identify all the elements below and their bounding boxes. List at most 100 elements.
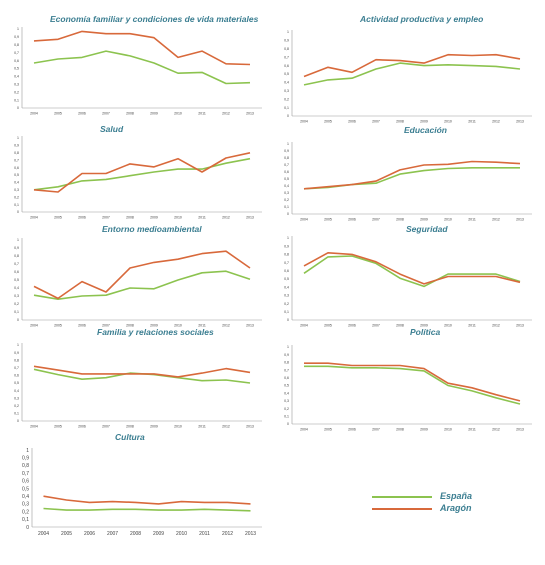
y-tick-label: 0,6 — [284, 269, 289, 273]
y-tick-label: 0,8 — [14, 43, 19, 47]
y-tick-label: 0,5 — [284, 177, 289, 181]
x-tick-label: 2012 — [222, 112, 230, 116]
y-tick-label: 0,4 — [284, 285, 289, 289]
x-tick-label: 2008 — [126, 425, 134, 429]
x-tick-label: 2010 — [174, 216, 182, 220]
y-tick-label: 0,3 — [284, 191, 289, 195]
y-tick-label: 0,9 — [22, 455, 29, 461]
y-tick-label: 0,4 — [14, 181, 19, 185]
chart-title: Cultura — [115, 432, 145, 442]
y-tick-label: 0,1 — [284, 415, 289, 419]
y-tick-label: 0,8 — [284, 361, 289, 365]
legend-swatch-aragon — [372, 508, 432, 510]
y-tick-label: 0,4 — [284, 184, 289, 188]
x-tick-label: 2012 — [222, 425, 230, 429]
x-tick-label: 2008 — [396, 120, 404, 124]
y-tick-label: 0,4 — [14, 389, 19, 393]
y-tick-label: 0,7 — [14, 262, 19, 266]
y-tick-label: 0,8 — [284, 156, 289, 160]
y-tick-label: 0,1 — [14, 98, 19, 102]
series-line-espana — [33, 50, 251, 85]
chart-salud: Salud 0 0,1 0,2 0,3 0,4 0,5 0,6 0,7 0,8 0,9 1 2004 2… — [0, 122, 272, 224]
y-tick-label: 1 — [287, 345, 289, 349]
y-tick-label: 0,3 — [284, 399, 289, 403]
chart-familia: Familia y relaciones sociales 0 0,1 0,2 0,3… — [0, 326, 272, 434]
x-tick-label: 2010 — [444, 428, 452, 432]
y-tick-label: 0,5 — [22, 486, 29, 492]
x-tick-label: 2007 — [102, 425, 110, 429]
chart-title: Actividad productiva y empleo — [360, 14, 484, 24]
chart-title: Política — [410, 327, 441, 337]
y-tick-label: 0,1 — [14, 412, 19, 416]
y-tick-label: 0,6 — [284, 376, 289, 380]
x-tick-label: 2011 — [199, 531, 210, 537]
x-tick-label: 2012 — [492, 324, 500, 328]
y-tick-label: 0,6 — [14, 59, 19, 63]
x-tick-label: 2008 — [396, 324, 404, 328]
x-tick-label: 2005 — [54, 112, 62, 116]
y-tick-label: 0,9 — [14, 35, 19, 39]
x-tick-label: 2013 — [246, 112, 254, 116]
y-tick-label: 0,6 — [284, 64, 289, 68]
chart-actividad: Actividad productiva y empleo 0 0,1 0,2 0,3… — [272, 12, 545, 124]
series-line-aragon — [33, 250, 251, 300]
x-tick-label: 2011 — [468, 324, 476, 328]
series-line-aragon — [33, 152, 251, 193]
x-tick-label: 2005 — [324, 324, 332, 328]
y-tick-label: 0 — [17, 106, 19, 110]
y-tick-label: 0,3 — [22, 502, 29, 508]
legend-label-aragon: Aragón — [440, 503, 472, 513]
x-tick-label: 2013 — [246, 216, 254, 220]
chart-economia: Economía familiar y condiciones de vida … — [0, 12, 272, 124]
y-tick-label: 0,3 — [14, 294, 19, 298]
y-tick-label: 0,2 — [284, 198, 289, 202]
x-tick-label: 2007 — [102, 324, 110, 328]
chart-title: Salud — [100, 124, 124, 134]
x-tick-label: 2008 — [126, 324, 134, 328]
y-tick-label: 0,3 — [14, 83, 19, 87]
x-tick-label: 2009 — [150, 112, 158, 116]
y-tick-label: 0 — [287, 422, 289, 426]
y-tick-label: 0,2 — [14, 404, 19, 408]
series-line-aragon — [303, 251, 521, 285]
x-tick-label: 2009 — [420, 324, 428, 328]
chart-title: Entorno medioambiental — [102, 224, 202, 234]
chart-seguridad: Seguridad 0 0,1 0,2 0,3 0,4 0,5 0,6 0,7 0,8 0,9 1 2… — [272, 222, 545, 334]
x-tick-label: 2006 — [348, 218, 356, 222]
x-tick-label: 2008 — [126, 216, 134, 220]
x-tick-label: 2012 — [222, 531, 233, 537]
y-tick-label: 0 — [26, 525, 29, 531]
x-tick-label: 2004 — [300, 218, 308, 222]
x-tick-label: 2012 — [222, 324, 230, 328]
y-tick-label: 0,5 — [284, 277, 289, 281]
x-tick-label: 2011 — [468, 428, 476, 432]
y-tick-label: 1 — [287, 236, 289, 240]
x-tick-label: 2009 — [150, 216, 158, 220]
y-tick-label: 0,7 — [284, 55, 289, 59]
y-tick-label: 0,3 — [14, 396, 19, 400]
x-tick-label: 2013 — [516, 428, 524, 432]
legend-label-espana: España — [440, 491, 473, 501]
y-tick-label: 0,8 — [14, 358, 19, 362]
y-tick-label: 0,1 — [284, 205, 289, 209]
x-tick-label: 2008 — [396, 218, 404, 222]
x-tick-label: 2008 — [126, 112, 134, 116]
y-tick-label: 0,1 — [14, 310, 19, 314]
y-tick-label: 0,9 — [284, 244, 289, 248]
chart-title: Familia y relaciones sociales — [97, 327, 214, 337]
y-tick-label: 0,7 — [14, 158, 19, 162]
x-tick-label: 2006 — [348, 120, 356, 124]
legend: España Aragón — [372, 491, 532, 517]
chart-title: Economía familiar y condiciones de vida … — [50, 14, 259, 24]
y-tick-label: 0,4 — [14, 75, 19, 79]
x-tick-label: 2006 — [78, 216, 86, 220]
x-tick-label: 2007 — [102, 112, 110, 116]
series-line-aragon — [304, 362, 521, 402]
legend-item-espana: España — [372, 491, 532, 503]
series-line-aragon — [303, 160, 521, 190]
x-tick-label: 2009 — [153, 531, 164, 537]
x-tick-label: 2013 — [245, 531, 256, 537]
y-tick-label: 0 — [287, 212, 289, 216]
